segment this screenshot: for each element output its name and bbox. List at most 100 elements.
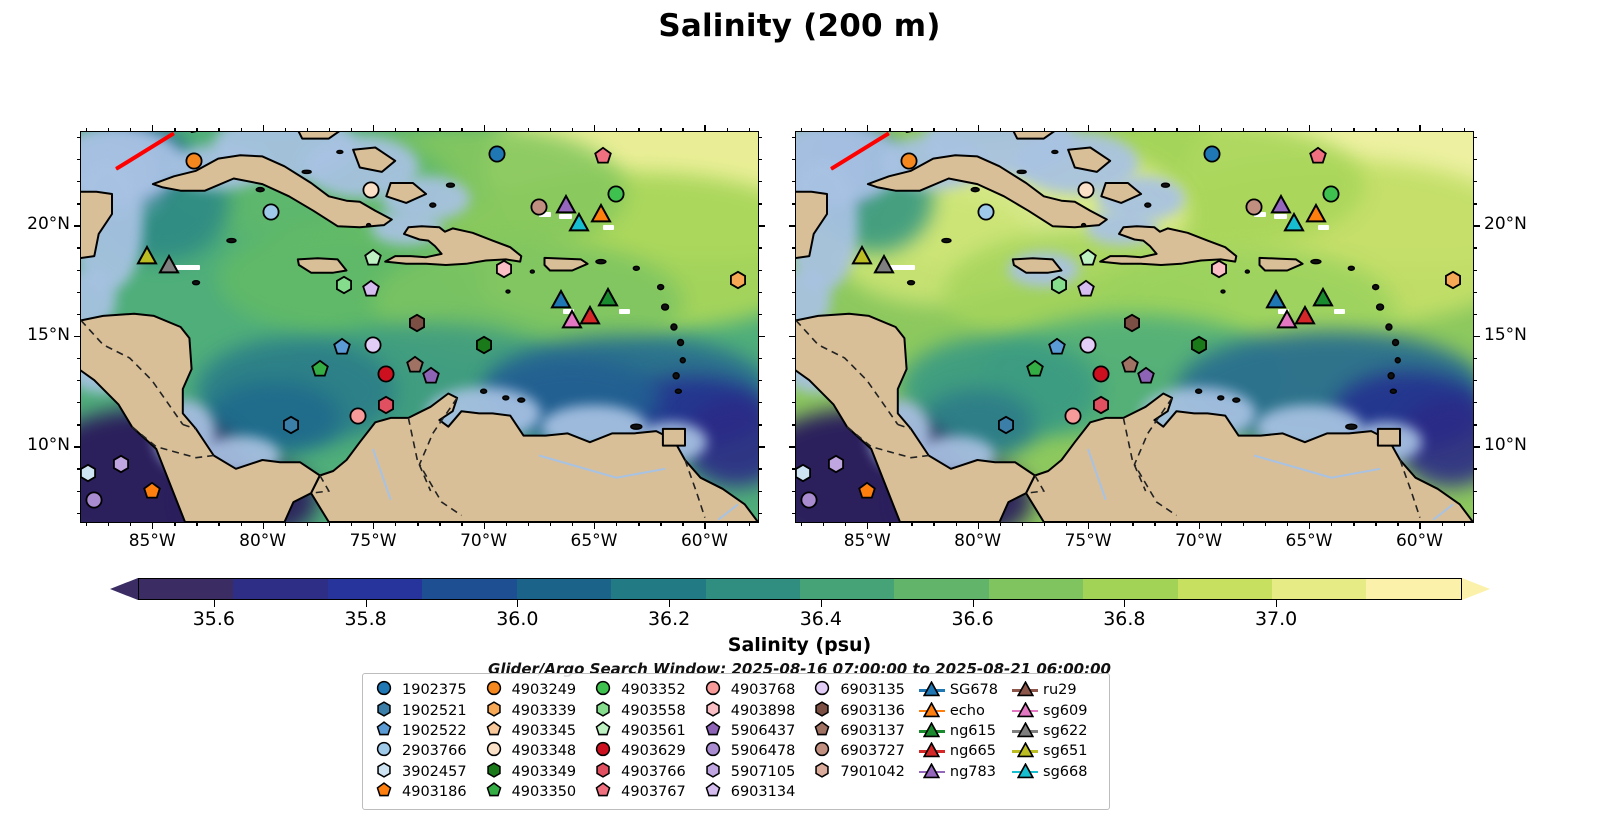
argo-marker-5907105[interactable] [111,455,130,474]
glider-marker-SG678[interactable] [550,289,572,311]
glider-marker-sg668[interactable] [568,211,590,233]
landmass-jamaica [296,257,348,274]
x-minor-tick [616,522,618,526]
glider-marker-echo[interactable] [590,202,612,224]
y-minor-tick [1473,402,1477,404]
colorbar-segment [799,579,895,599]
landmass-centralamerica [796,312,1036,522]
argo-marker-6903727[interactable] [1244,198,1263,217]
legend-marker-4903352 [590,680,621,700]
river [1432,503,1454,521]
argo-marker-5906478[interactable] [800,490,819,509]
x-minor-tick [527,128,530,132]
glider-marker-ng665[interactable] [579,304,601,326]
legend-label-2903766: 2903766 [402,743,467,760]
argo-marker-4903766[interactable] [377,395,396,414]
x-minor-tick [1463,522,1465,526]
glider-marker-ng665[interactable] [1294,304,1316,326]
y-minor-tick [758,159,762,161]
argo-marker-4903339[interactable] [1444,271,1463,290]
argo-marker-3902457[interactable] [81,464,97,483]
argo-marker-3902457[interactable] [796,464,812,483]
argo-marker-5906478[interactable] [85,490,104,509]
argo-marker-4903348[interactable] [1076,180,1095,199]
argo-marker-4903558[interactable] [1050,275,1069,295]
argo-marker-6903136[interactable] [408,313,427,332]
argo-marker-4903629[interactable] [377,364,396,383]
argo-marker-6903136[interactable] [1123,313,1142,332]
argo-marker-6903135[interactable] [1079,335,1098,354]
argo-marker-4903352[interactable] [1322,185,1341,204]
argo-marker-6903135[interactable] [364,335,383,354]
argo-marker-1902521[interactable] [997,415,1016,434]
glider-marker-ng783[interactable] [1269,194,1292,216]
glider-marker-ng615[interactable] [596,287,619,309]
argo-marker-4903186[interactable] [857,481,876,500]
x-tick-label: 80°W [954,531,1002,551]
legend-label-4903767: 4903767 [621,784,686,801]
argo-marker-4903898[interactable] [494,260,513,279]
argo-marker-4903350[interactable] [1025,359,1044,379]
argo-marker-6903137[interactable] [1121,355,1140,374]
argo-marker-1902521[interactable] [282,415,301,434]
argo-marker-4903249[interactable] [184,151,203,170]
argo-marker-4903766[interactable] [1092,395,1111,414]
glider-marker-sg609[interactable] [1276,309,1298,331]
argo-marker-4903767[interactable] [1309,147,1328,166]
y-minor-tick [758,313,762,316]
x-minor-tick [845,522,847,526]
small-island [1391,338,1400,347]
small-island [1232,397,1241,403]
argo-marker-4903561[interactable] [364,249,383,268]
argo-marker-1902375[interactable] [487,145,506,164]
argo-marker-6903134[interactable] [361,280,380,299]
glider-marker-sg609[interactable] [561,309,583,331]
small-island [336,149,344,155]
argo-marker-4903350[interactable] [310,359,329,379]
argo-marker-6903137[interactable] [406,355,425,374]
argo-marker-4903768[interactable] [348,406,367,425]
argo-marker-5907105[interactable] [826,455,845,474]
argo-marker-4903339[interactable] [729,271,748,290]
glider-marker-sg651[interactable] [851,244,874,267]
argo-marker-4903898[interactable] [1209,260,1228,279]
x-minor-tick [1331,128,1333,132]
glider-marker-SG678[interactable] [1265,289,1287,311]
glider-marker-sg622[interactable] [873,253,896,275]
argo-marker-4903349[interactable] [1189,335,1208,354]
argo-marker-4903352[interactable] [607,185,626,204]
argo-marker-4903349[interactable] [474,335,493,354]
glider-marker-ng783[interactable] [554,194,577,216]
argo-marker-2903766[interactable] [977,202,996,221]
argo-marker-1902522[interactable] [1048,337,1067,356]
glider-marker-ng615[interactable] [1311,287,1334,309]
argo-marker-4903348[interactable] [361,180,380,199]
glider-marker-echo[interactable] [1305,202,1327,224]
glider-marker-sg668[interactable] [1283,211,1305,233]
national-border [1026,475,1046,494]
glider-marker-sg651[interactable] [136,244,159,267]
x-minor-tick [417,522,419,526]
argo-marker-5906437[interactable] [1136,366,1155,385]
x-minor-tick [1066,128,1068,132]
argo-marker-6903727[interactable] [529,198,548,217]
small-island [1387,372,1395,380]
landmass-puertorico [1258,256,1304,272]
y-minor-tick [77,269,81,271]
glider-marker-sg622[interactable] [158,253,181,275]
argo-marker-5906437[interactable] [421,366,440,385]
argo-marker-2903766[interactable] [262,202,281,221]
argo-marker-4903767[interactable] [594,147,613,166]
argo-marker-1902522[interactable] [333,337,352,356]
argo-marker-4903768[interactable] [1063,406,1082,425]
argo-marker-1902375[interactable] [1202,145,1221,164]
argo-marker-4903629[interactable] [1092,364,1111,383]
argo-marker-6903134[interactable] [1076,280,1095,299]
legend-marker-4903345 [481,721,512,741]
argo-marker-4903561[interactable] [1079,249,1098,268]
argo-marker-4903186[interactable] [142,481,161,500]
argo-marker-4903558[interactable] [335,275,354,295]
argo-marker-4903249[interactable] [899,151,918,170]
small-island [1347,265,1356,271]
x-minor-tick [845,128,847,132]
